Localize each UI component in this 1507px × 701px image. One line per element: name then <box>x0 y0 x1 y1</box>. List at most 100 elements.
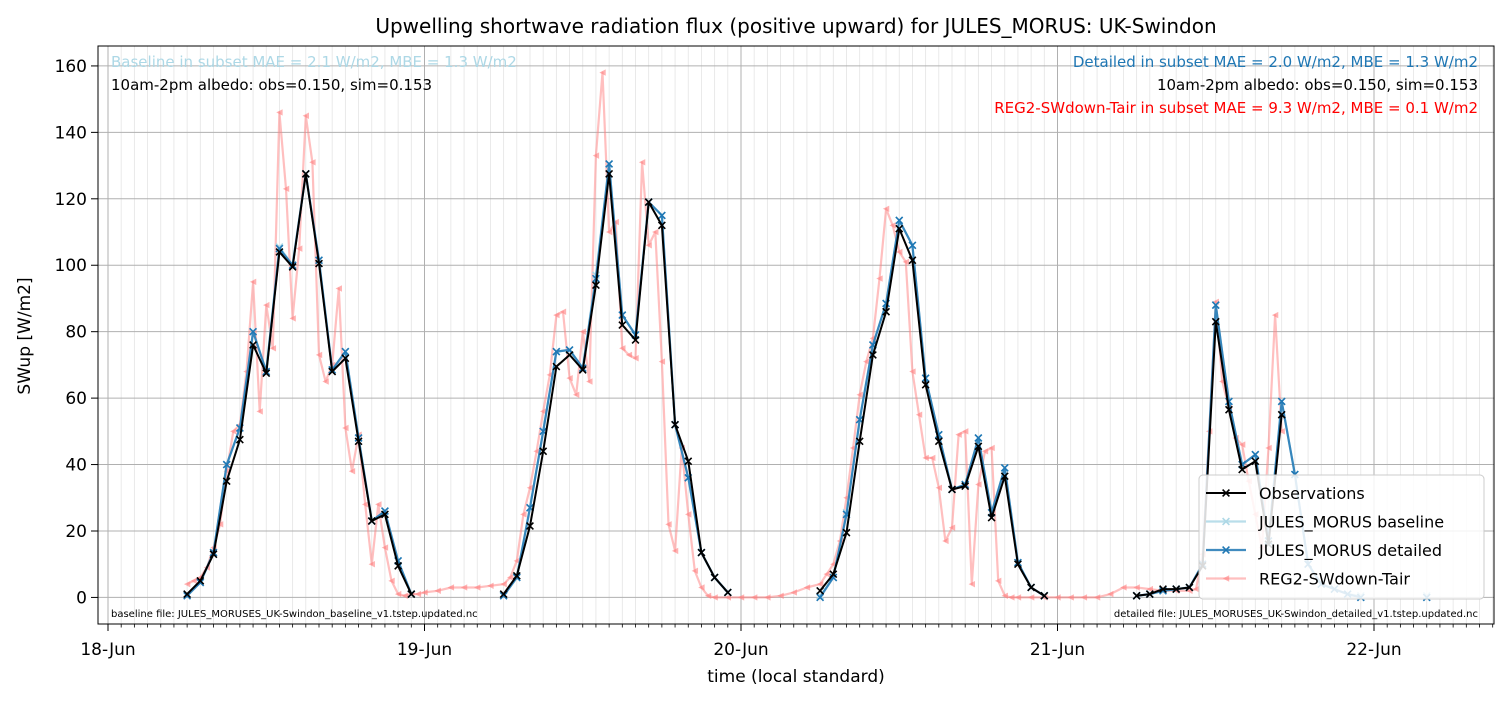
data-point <box>1054 594 1061 601</box>
data-point <box>579 328 586 335</box>
data-point <box>1145 590 1154 599</box>
data-point <box>394 561 403 570</box>
data-point <box>665 521 672 528</box>
data-point <box>368 561 375 568</box>
data-point <box>652 228 659 236</box>
data-point <box>895 216 904 225</box>
data-point <box>968 580 975 588</box>
data-point <box>539 447 548 456</box>
y-tick-label: 120 <box>55 190 87 210</box>
data-point <box>559 308 567 315</box>
data-point <box>1251 450 1260 459</box>
data-point <box>1146 585 1154 593</box>
data-point <box>1222 517 1230 526</box>
data-point <box>301 169 310 178</box>
data-point <box>322 378 329 385</box>
y-tick-label: 100 <box>55 256 87 276</box>
data-point <box>842 528 851 537</box>
legend-label: REG2-SWdown-Tair <box>1259 570 1410 589</box>
data-point <box>222 460 231 469</box>
data-point <box>724 594 732 601</box>
data-point <box>935 484 943 492</box>
data-point <box>421 589 428 596</box>
data-point <box>1001 592 1008 599</box>
legend: Observations JULES_MORUS baseline JULES_MO… <box>1198 474 1485 600</box>
data-point <box>216 521 224 528</box>
data-point <box>929 454 936 462</box>
data-point <box>354 437 363 446</box>
data-point <box>684 457 693 466</box>
data-point <box>1008 594 1015 601</box>
data-point <box>578 365 587 374</box>
data-point <box>908 241 917 250</box>
data-point <box>790 589 797 596</box>
data-point <box>1185 583 1194 592</box>
data-point <box>380 507 389 516</box>
data-point <box>855 437 864 446</box>
data-point <box>500 580 507 588</box>
data-point <box>552 362 561 371</box>
series-line <box>502 172 729 595</box>
data-point <box>737 594 745 601</box>
y-tick-label: 80 <box>65 323 87 343</box>
legend-label: JULES_MORUS detailed <box>1258 541 1442 561</box>
data-point <box>249 341 258 349</box>
x-tick-label: 21-Jun <box>1030 640 1085 660</box>
annotation-baseline-albedo: 10am-2pm albedo: obs=0.150, sim=0.153 <box>111 76 432 94</box>
data-point <box>934 437 943 446</box>
data-point <box>367 517 376 525</box>
data-point <box>698 584 705 591</box>
data-point <box>282 185 290 193</box>
data-point <box>553 311 560 319</box>
data-point <box>434 587 441 594</box>
series-line <box>819 219 1045 599</box>
data-point <box>994 577 1002 585</box>
data-point <box>1192 585 1200 593</box>
data-point <box>856 391 863 398</box>
data-point <box>375 501 382 508</box>
y-tick-label: 140 <box>55 123 87 143</box>
data-point <box>1211 317 1220 326</box>
data-point <box>512 571 521 580</box>
annotation-reg2-stats: REG2-SWdown-Tair in subset MAE = 9.3 W/m… <box>994 99 1478 117</box>
data-point <box>638 159 646 166</box>
data-point <box>1211 301 1220 310</box>
data-point <box>552 347 561 356</box>
data-point <box>697 548 706 557</box>
data-point <box>1040 591 1049 600</box>
data-point <box>921 380 930 389</box>
data-point <box>526 484 534 492</box>
data-point <box>605 159 614 168</box>
data-point <box>657 221 666 230</box>
data-point <box>328 367 337 376</box>
data-point <box>1238 441 1246 448</box>
data-point <box>816 586 825 595</box>
data-point <box>974 442 983 451</box>
data-point <box>341 347 350 356</box>
data-point <box>974 434 983 442</box>
data-point <box>618 321 627 329</box>
data-point <box>289 315 296 322</box>
data-point <box>948 485 956 494</box>
data-point <box>882 205 890 212</box>
data-point <box>407 590 416 599</box>
data-point <box>764 594 771 601</box>
data-point <box>1159 585 1167 594</box>
data-point <box>948 524 956 531</box>
data-point <box>183 580 191 588</box>
data-point <box>235 435 244 444</box>
data-point <box>196 578 205 587</box>
series-line <box>819 227 1045 597</box>
y-tick-label: 160 <box>55 57 87 77</box>
data-point <box>975 481 982 488</box>
data-point <box>1265 444 1272 452</box>
data-point <box>1133 584 1140 591</box>
data-point <box>710 573 719 582</box>
chart-title: Upwelling shortwave radiation flux (posi… <box>375 14 1216 38</box>
data-point <box>942 537 949 545</box>
data-point <box>296 245 303 252</box>
data-point <box>1041 594 1048 601</box>
y-axis-label: SWup [W/m2] <box>15 277 35 394</box>
data-point <box>915 411 923 418</box>
data-point <box>955 431 962 438</box>
